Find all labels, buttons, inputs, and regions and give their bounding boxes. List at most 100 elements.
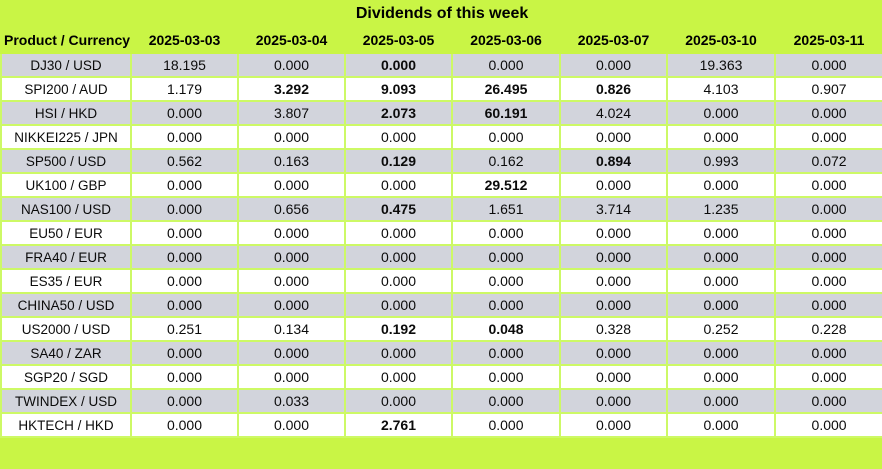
dividend-value-cell: 0.000	[559, 388, 668, 414]
table-row: HKTECH / HKD 0.000 0.000 2.761 0.000 0.000 0.0…	[0, 412, 882, 438]
product-cell: CHINA50 / USD	[0, 292, 132, 318]
dividend-value-cell: 0.000	[451, 412, 561, 438]
dividend-value-cell: 0.163	[237, 148, 346, 174]
dividend-value-cell: 0.252	[666, 316, 776, 342]
dividend-value-cell: 0.000	[666, 268, 776, 294]
dividend-value-cell: 0.000	[773, 268, 882, 294]
product-cell: US2000 / USD	[0, 316, 132, 342]
dividend-value-cell: 0.000	[344, 268, 453, 294]
dividend-value-cell: 0.000	[773, 244, 882, 270]
dividend-value-cell: 0.000	[237, 412, 346, 438]
dividend-value-cell: 0.000	[773, 172, 882, 198]
dividend-value-cell: 0.000	[773, 412, 882, 438]
dividend-value-cell: 4.103	[666, 76, 776, 102]
dividend-value-cell: 0.000	[451, 220, 561, 246]
dividend-value-cell: 0.000	[666, 340, 776, 366]
dividend-value-cell: 0.000	[773, 340, 882, 366]
title-row: Dividends of this week	[0, 0, 882, 27]
dividend-value-cell: 0.000	[773, 100, 882, 126]
dividend-value-cell: 0.000	[130, 172, 239, 198]
dividend-value-cell: 0.000	[773, 196, 882, 222]
dividend-value-cell: 0.000	[773, 292, 882, 318]
dividend-value-cell: 1.235	[666, 196, 776, 222]
dividend-value-cell: 2.761	[344, 412, 453, 438]
dividend-value-cell: 0.000	[237, 268, 346, 294]
dividend-value-cell: 0.192	[344, 316, 453, 342]
dividend-value-cell: 0.000	[666, 172, 776, 198]
dividend-value-cell: 0.000	[130, 196, 239, 222]
dividend-value-cell: 0.826	[559, 76, 668, 102]
dividend-value-cell: 26.495	[451, 76, 561, 102]
dividend-value-cell: 0.993	[666, 148, 776, 174]
dividend-value-cell: 0.000	[344, 364, 453, 390]
dividend-value-cell: 0.000	[773, 124, 882, 150]
dividend-value-cell: 0.000	[666, 364, 776, 390]
table-row: DJ30 / USD 18.195 0.000 0.000 0.000 0.000 19.3…	[0, 52, 882, 78]
dividend-value-cell: 0.000	[344, 124, 453, 150]
dividend-value-cell: 0.000	[451, 364, 561, 390]
dividend-value-cell: 0.000	[237, 340, 346, 366]
dividend-value-cell: 0.000	[451, 292, 561, 318]
dividend-value-cell: 3.714	[559, 196, 668, 222]
dividend-value-cell: 3.807	[237, 100, 346, 126]
dividend-value-cell: 0.000	[344, 172, 453, 198]
product-cell: HKTECH / HKD	[0, 412, 132, 438]
dividend-value-cell: 0.000	[559, 268, 668, 294]
dividend-value-cell: 0.000	[130, 364, 239, 390]
dividend-value-cell: 0.000	[237, 52, 346, 78]
dividend-value-cell: 0.907	[773, 76, 882, 102]
dividend-value-cell: 1.179	[130, 76, 239, 102]
dividend-value-cell: 0.000	[559, 52, 668, 78]
table-row: CHINA50 / USD 0.000 0.000 0.000 0.000 0.000 0.…	[0, 292, 882, 318]
table-body: DJ30 / USD 18.195 0.000 0.000 0.000 0.000 19.3…	[0, 52, 882, 438]
dividend-value-cell: 9.093	[344, 76, 453, 102]
product-cell: SP500 / USD	[0, 148, 132, 174]
dividend-value-cell: 0.000	[237, 124, 346, 150]
dividend-value-cell: 0.048	[451, 316, 561, 342]
dividend-value-cell: 0.000	[344, 340, 453, 366]
dividend-value-cell: 60.191	[451, 100, 561, 126]
dividend-value-cell: 0.000	[130, 292, 239, 318]
dividend-value-cell: 0.000	[666, 412, 776, 438]
dividend-value-cell: 0.000	[666, 220, 776, 246]
product-cell: SA40 / ZAR	[0, 340, 132, 366]
dividend-value-cell: 0.000	[559, 292, 668, 318]
table-row: NAS100 / USD 0.000 0.656 0.475 1.651 3.714 1.2…	[0, 196, 882, 222]
product-cell: EU50 / EUR	[0, 220, 132, 246]
column-header-date: 2025-03-05	[344, 25, 453, 54]
dividend-value-cell: 0.000	[344, 52, 453, 78]
dividend-value-cell: 29.512	[451, 172, 561, 198]
dividend-value-cell: 0.000	[130, 244, 239, 270]
dividend-value-cell: 0.000	[666, 244, 776, 270]
product-cell: ES35 / EUR	[0, 268, 132, 294]
dividend-value-cell: 0.000	[451, 244, 561, 270]
product-cell: FRA40 / EUR	[0, 244, 132, 270]
column-header-date: 2025-03-06	[451, 25, 561, 54]
dividend-value-cell: 0.000	[237, 244, 346, 270]
table-row: NIKKEI225 / JPN 0.000 0.000 0.000 0.000 0.000…	[0, 124, 882, 150]
dividend-value-cell: 0.000	[237, 220, 346, 246]
dividend-value-cell: 0.000	[237, 172, 346, 198]
product-cell: HSI / HKD	[0, 100, 132, 126]
dividend-value-cell: 0.000	[666, 388, 776, 414]
dividend-value-cell: 4.024	[559, 100, 668, 126]
dividend-value-cell: 0.000	[344, 388, 453, 414]
dividend-value-cell: 18.195	[130, 52, 239, 78]
product-cell: SGP20 / SGD	[0, 364, 132, 390]
dividend-value-cell: 0.000	[559, 340, 668, 366]
product-cell: TWINDEX / USD	[0, 388, 132, 414]
table-row: SA40 / ZAR 0.000 0.000 0.000 0.000 0.000 0.000…	[0, 340, 882, 366]
column-header-date: 2025-03-03	[130, 25, 239, 54]
product-cell: SPI200 / AUD	[0, 76, 132, 102]
dividend-value-cell: 0.000	[130, 124, 239, 150]
product-cell: NIKKEI225 / JPN	[0, 124, 132, 150]
dividend-value-cell: 1.651	[451, 196, 561, 222]
dividend-value-cell: 0.129	[344, 148, 453, 174]
table-title: Dividends of this week	[0, 0, 882, 27]
dividend-value-cell: 3.292	[237, 76, 346, 102]
dividend-value-cell: 0.000	[773, 52, 882, 78]
product-cell: UK100 / GBP	[0, 172, 132, 198]
dividend-value-cell: 0.328	[559, 316, 668, 342]
dividend-value-cell: 0.000	[666, 100, 776, 126]
